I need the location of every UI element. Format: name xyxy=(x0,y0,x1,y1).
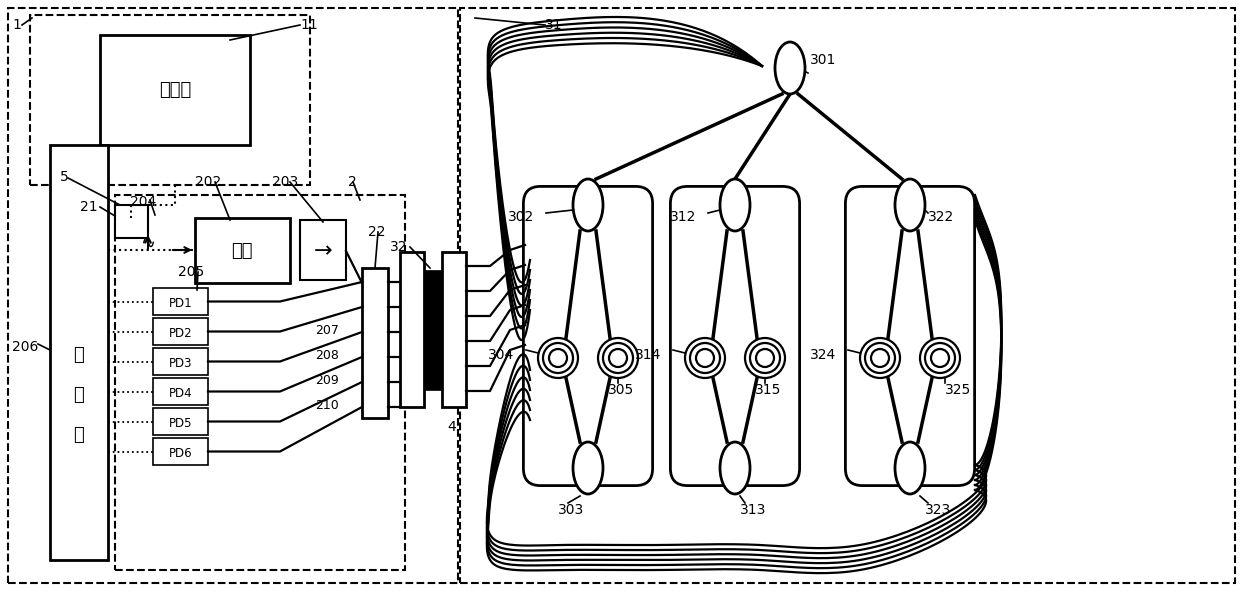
Bar xyxy=(100,35,250,145)
Bar xyxy=(362,268,388,418)
Text: 314: 314 xyxy=(635,348,661,362)
Text: 31: 31 xyxy=(546,18,563,32)
Ellipse shape xyxy=(573,179,603,231)
Bar xyxy=(153,408,208,435)
Text: 315: 315 xyxy=(755,383,781,397)
Bar xyxy=(50,145,108,560)
Text: 4: 4 xyxy=(446,420,456,434)
Text: 光源: 光源 xyxy=(231,242,253,260)
Text: 32: 32 xyxy=(391,240,408,254)
Text: 302: 302 xyxy=(508,210,534,224)
Text: 301: 301 xyxy=(810,53,836,67)
Text: PD6: PD6 xyxy=(169,447,192,460)
Text: 325: 325 xyxy=(945,383,971,397)
Text: ∿: ∿ xyxy=(140,234,155,252)
Bar xyxy=(115,195,405,570)
Text: 采: 采 xyxy=(73,346,84,364)
Bar xyxy=(153,348,208,375)
Text: 313: 313 xyxy=(740,503,766,517)
Ellipse shape xyxy=(720,179,750,231)
Text: 21: 21 xyxy=(81,200,98,214)
Text: →: → xyxy=(314,241,332,261)
Text: 卡: 卡 xyxy=(73,426,84,444)
Ellipse shape xyxy=(895,179,925,231)
Bar xyxy=(441,252,466,407)
Text: 202: 202 xyxy=(195,175,221,189)
Text: 11: 11 xyxy=(300,18,317,32)
Text: 203: 203 xyxy=(272,175,299,189)
Bar xyxy=(7,8,458,583)
Text: 204: 204 xyxy=(130,195,156,209)
Text: 206: 206 xyxy=(12,340,38,354)
Bar xyxy=(153,318,208,345)
Bar xyxy=(153,378,208,405)
Bar xyxy=(300,220,346,280)
Text: 305: 305 xyxy=(608,383,634,397)
Bar xyxy=(30,15,310,185)
Text: 5: 5 xyxy=(60,170,68,184)
Bar xyxy=(424,270,441,390)
Text: 209: 209 xyxy=(315,374,339,387)
Ellipse shape xyxy=(775,42,805,94)
Text: 1: 1 xyxy=(12,18,21,32)
Text: PD3: PD3 xyxy=(169,357,192,370)
Bar xyxy=(115,205,148,238)
Text: 2: 2 xyxy=(348,175,357,189)
Ellipse shape xyxy=(895,442,925,494)
Text: 集: 集 xyxy=(73,386,84,404)
Text: 323: 323 xyxy=(925,503,951,517)
Bar xyxy=(153,288,208,315)
Text: 计算机: 计算机 xyxy=(159,81,191,99)
Text: PD4: PD4 xyxy=(169,387,192,400)
Bar xyxy=(460,8,1235,583)
Bar xyxy=(195,218,290,283)
Bar xyxy=(153,438,208,465)
Text: 210: 210 xyxy=(315,399,339,412)
Text: PD5: PD5 xyxy=(169,417,192,430)
Text: PD2: PD2 xyxy=(169,327,192,340)
Text: PD1: PD1 xyxy=(169,297,192,310)
Ellipse shape xyxy=(573,442,603,494)
Text: 304: 304 xyxy=(489,348,515,362)
Text: 208: 208 xyxy=(315,349,339,362)
Text: 322: 322 xyxy=(928,210,955,224)
Text: 205: 205 xyxy=(179,265,205,279)
Text: 207: 207 xyxy=(315,324,339,337)
Text: 22: 22 xyxy=(368,225,386,239)
Text: 312: 312 xyxy=(670,210,697,224)
Text: 324: 324 xyxy=(810,348,836,362)
Bar xyxy=(401,252,424,407)
Text: 303: 303 xyxy=(558,503,584,517)
Ellipse shape xyxy=(720,442,750,494)
